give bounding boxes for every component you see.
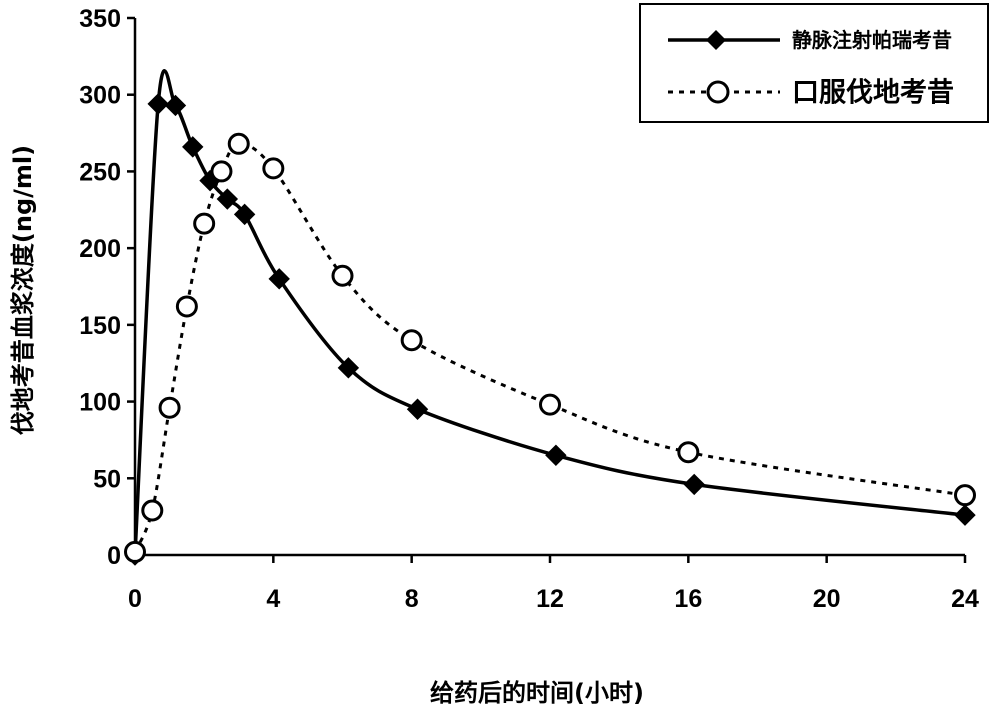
data-point-circle <box>956 486 975 505</box>
data-point-circle <box>143 501 162 520</box>
data-point-circle <box>177 297 196 316</box>
data-point-circle <box>402 331 421 350</box>
data-point-diamond <box>269 269 289 289</box>
data-point-circle <box>195 214 214 233</box>
y-tick-label: 150 <box>79 312 121 340</box>
legend-marker-circle <box>708 82 728 102</box>
data-point-circle <box>679 443 698 462</box>
data-point-diamond <box>408 399 428 419</box>
data-point-circle <box>212 162 231 181</box>
data-point-diamond <box>165 95 185 115</box>
y-axis-title: 伐地考昔血浆浓度(ng/ml) <box>9 145 37 435</box>
data-point-circle <box>333 266 352 285</box>
data-point-diamond <box>148 94 168 114</box>
data-point-circle <box>541 395 560 414</box>
data-point-diamond <box>955 505 975 525</box>
series-line <box>135 144 965 552</box>
y-tick-label: 250 <box>79 158 121 186</box>
data-point-circle <box>126 542 145 561</box>
data-point-circle <box>264 159 283 178</box>
legend-label: 静脉注射帕瑞考昔 <box>792 28 952 52</box>
x-tick-label: 4 <box>266 585 280 613</box>
x-tick-label: 0 <box>128 585 142 613</box>
legend-label: 口服伐地考昔 <box>792 78 954 109</box>
x-tick-label: 20 <box>813 585 841 613</box>
y-tick-label: 0 <box>107 542 121 570</box>
x-tick-label: 8 <box>405 585 419 613</box>
data-point-diamond <box>684 474 704 494</box>
x-tick-label: 16 <box>674 585 702 613</box>
x-axis-title: 给药后的时间(小时) <box>430 679 644 707</box>
x-tick-label: 24 <box>951 585 979 613</box>
y-tick-label: 300 <box>79 82 121 110</box>
y-tick-label: 100 <box>79 389 121 417</box>
x-tick-label: 12 <box>536 585 564 613</box>
data-point-circle <box>229 134 248 153</box>
series-oral-valdecoxib <box>126 134 975 561</box>
series-iv-parecoxib <box>125 71 975 565</box>
legend: 静脉注射帕瑞考昔口服伐地考昔 <box>640 4 988 122</box>
series-line <box>135 71 965 555</box>
series-layer <box>125 71 975 565</box>
data-point-circle <box>160 398 179 417</box>
chart: 0 50 100 150 200 250 300 350 0 4 8 12 16 20 24 静脉注射帕瑞考… <box>0 0 1000 720</box>
y-tick-label: 350 <box>79 5 121 33</box>
y-tick-label: 200 <box>79 235 121 263</box>
y-tick-label: 50 <box>93 465 121 493</box>
data-point-diamond <box>183 137 203 157</box>
data-point-diamond <box>546 445 566 465</box>
